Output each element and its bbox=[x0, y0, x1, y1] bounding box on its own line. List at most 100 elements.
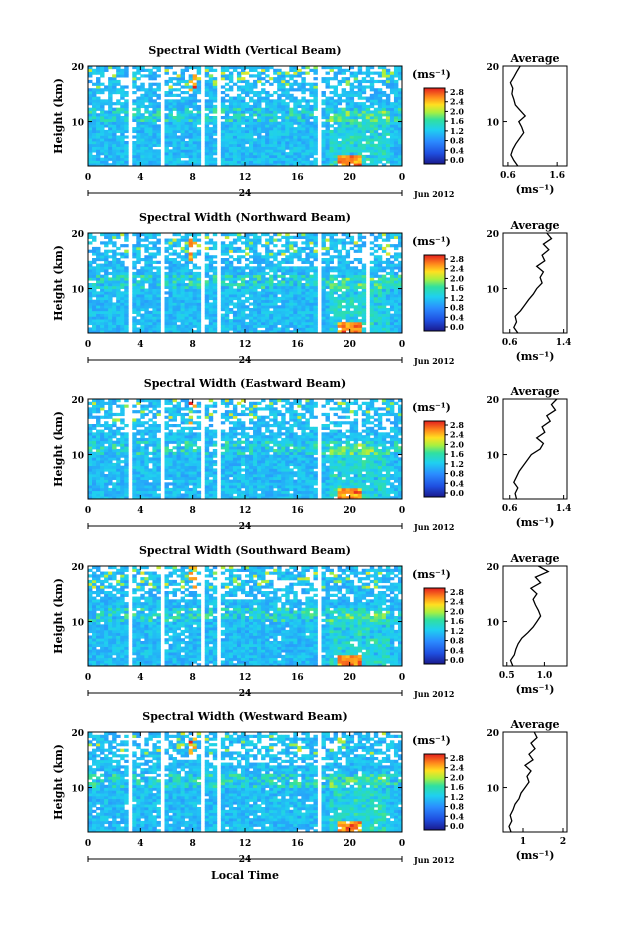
heatmap-cell bbox=[140, 82, 145, 86]
heatmap-cell bbox=[357, 330, 363, 334]
heatmap-cell bbox=[285, 102, 290, 106]
heatmap-cell bbox=[124, 269, 129, 273]
heatmap-cell bbox=[124, 127, 129, 131]
heatmap-cell bbox=[112, 496, 117, 500]
heatmap-cell bbox=[373, 319, 379, 323]
heatmap-cell bbox=[144, 141, 149, 145]
heatmap-cell bbox=[321, 313, 326, 317]
heatmap-cell bbox=[269, 127, 274, 131]
heatmap-cell bbox=[240, 280, 246, 284]
heatmap-cell bbox=[132, 288, 137, 292]
heatmap-cells bbox=[88, 233, 403, 334]
heatmap-cell bbox=[152, 71, 157, 75]
heatmap-cell bbox=[265, 141, 270, 145]
heatmap-cell bbox=[192, 316, 198, 320]
heatmap-cell bbox=[124, 277, 129, 281]
heatmap-cell bbox=[96, 327, 101, 331]
heatmap-cell bbox=[349, 288, 355, 292]
heatmap-cell bbox=[289, 149, 294, 153]
heatmap-cell bbox=[325, 296, 330, 301]
heatmap-cell bbox=[88, 74, 93, 78]
heatmap-cell bbox=[345, 283, 351, 287]
heatmap-cell bbox=[349, 310, 355, 314]
heatmap-cell bbox=[124, 271, 129, 276]
heatmap-cell bbox=[148, 143, 153, 147]
heatmap-cell bbox=[168, 280, 173, 284]
heatmap-cell bbox=[96, 468, 101, 472]
heatmap-cell bbox=[116, 102, 121, 106]
heatmap-cell bbox=[240, 302, 246, 306]
heatmap-cell bbox=[313, 129, 318, 134]
heatmap-cell bbox=[204, 302, 210, 306]
heatmap-cell bbox=[313, 313, 318, 317]
heatmap-cell bbox=[393, 285, 399, 289]
heatmap-cell bbox=[108, 124, 113, 128]
heatmap-cell bbox=[132, 476, 137, 480]
heatmap-cell bbox=[333, 91, 338, 95]
heatmap-cell bbox=[228, 285, 234, 289]
heatmap-cell bbox=[353, 294, 359, 298]
heatmap-cell bbox=[321, 291, 326, 295]
heatmap-cell bbox=[168, 102, 173, 106]
heatmap-cell bbox=[192, 99, 198, 103]
heatmap-cell bbox=[100, 283, 105, 287]
heatmap-cell bbox=[245, 308, 250, 312]
heatmap-cell bbox=[96, 460, 101, 464]
heatmap-cell bbox=[192, 77, 198, 81]
heatmap-cell bbox=[313, 160, 318, 164]
heatmap-cell bbox=[124, 280, 129, 284]
heatmap-cell bbox=[385, 277, 391, 281]
heatmap-cell bbox=[245, 132, 250, 136]
heatmap-cell bbox=[196, 157, 202, 161]
heatmap-cell bbox=[365, 68, 371, 72]
heatmap-cell bbox=[397, 160, 403, 164]
heatmap-cell bbox=[269, 299, 274, 303]
heatmap-cell bbox=[100, 127, 105, 131]
heatmap-cell bbox=[104, 277, 109, 281]
heatmap-cell bbox=[140, 302, 145, 306]
heatmap-cell bbox=[208, 266, 214, 270]
heatmap-cell bbox=[104, 440, 109, 444]
heatmap-cell bbox=[224, 277, 230, 281]
heatmap-cell bbox=[132, 154, 137, 159]
heatmap-cell bbox=[345, 157, 351, 161]
heatmap-cell bbox=[196, 79, 202, 84]
heatmap-cell bbox=[265, 154, 270, 159]
heatmap-cell bbox=[273, 110, 278, 114]
heatmap-cell bbox=[361, 277, 367, 281]
heatmap-cell bbox=[168, 310, 173, 314]
heatmap-cell bbox=[337, 299, 343, 303]
heatmap-cell bbox=[369, 319, 375, 323]
heatmap-cell bbox=[365, 127, 371, 131]
heatmap-cell bbox=[164, 102, 169, 106]
heatmap-cell bbox=[184, 283, 190, 287]
heatmap-cell bbox=[164, 266, 169, 270]
heatmap-cell bbox=[196, 82, 202, 86]
heatmap-cell bbox=[156, 93, 161, 97]
heatmap-cell bbox=[184, 110, 190, 114]
heatmap-cell bbox=[212, 308, 218, 312]
heatmap-cell bbox=[353, 271, 359, 276]
heatmap-cell bbox=[132, 118, 137, 122]
heatmap-cell bbox=[140, 127, 145, 131]
heatmap-cell bbox=[381, 107, 387, 111]
heatmap-cell bbox=[321, 138, 326, 142]
heatmap-cell bbox=[116, 476, 121, 480]
heatmap-cell bbox=[321, 102, 326, 106]
heatmap-cell bbox=[120, 410, 125, 414]
heatmap-cell bbox=[96, 274, 101, 278]
heatmap-cell bbox=[136, 454, 141, 458]
heatmap-cell bbox=[253, 274, 258, 278]
heatmap-cell bbox=[208, 85, 214, 89]
heatmap-cell bbox=[120, 124, 125, 128]
heatmap-cell bbox=[349, 93, 355, 97]
heatmap-cell bbox=[269, 269, 274, 273]
heatmap-cell bbox=[337, 116, 343, 120]
heatmap-cell bbox=[212, 283, 218, 287]
heatmap-cell bbox=[104, 271, 109, 276]
heatmap-cell bbox=[297, 235, 302, 239]
heatmap-cell bbox=[120, 404, 125, 408]
heatmap-cell bbox=[132, 260, 137, 264]
heatmap-cell bbox=[257, 116, 262, 120]
heatmap-cell bbox=[357, 79, 363, 84]
